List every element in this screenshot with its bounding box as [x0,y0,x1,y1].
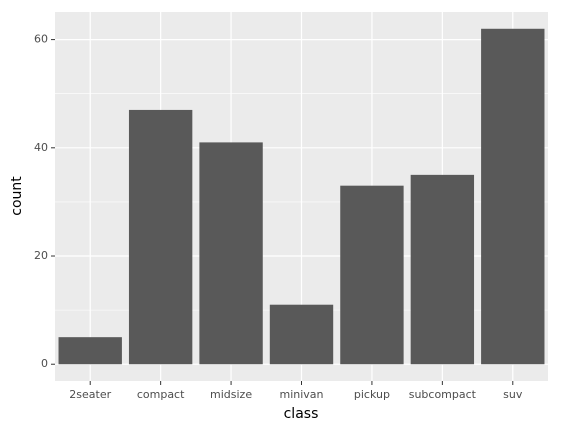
x-tick-label: 2seater [69,388,111,401]
bar [58,337,122,365]
x-tick-label: compact [137,388,185,401]
x-tick-label: pickup [354,388,390,401]
bar [340,185,404,365]
x-tick-label: minivan [279,388,323,401]
y-tick-label: 20 [34,249,48,262]
x-tick-label: subcompact [409,388,477,401]
bar [410,174,475,365]
x-axis-title: class [284,406,319,422]
x-tick-label: midsize [210,388,252,401]
y-tick-label: 0 [41,357,48,370]
y-axis-title: count [9,176,25,216]
bar [199,142,263,365]
x-tick-label: suv [503,388,523,401]
bar [128,109,193,365]
y-tick-label: 60 [34,33,48,46]
bar [481,28,545,365]
y-tick-label: 40 [34,141,48,154]
bar [269,304,334,365]
